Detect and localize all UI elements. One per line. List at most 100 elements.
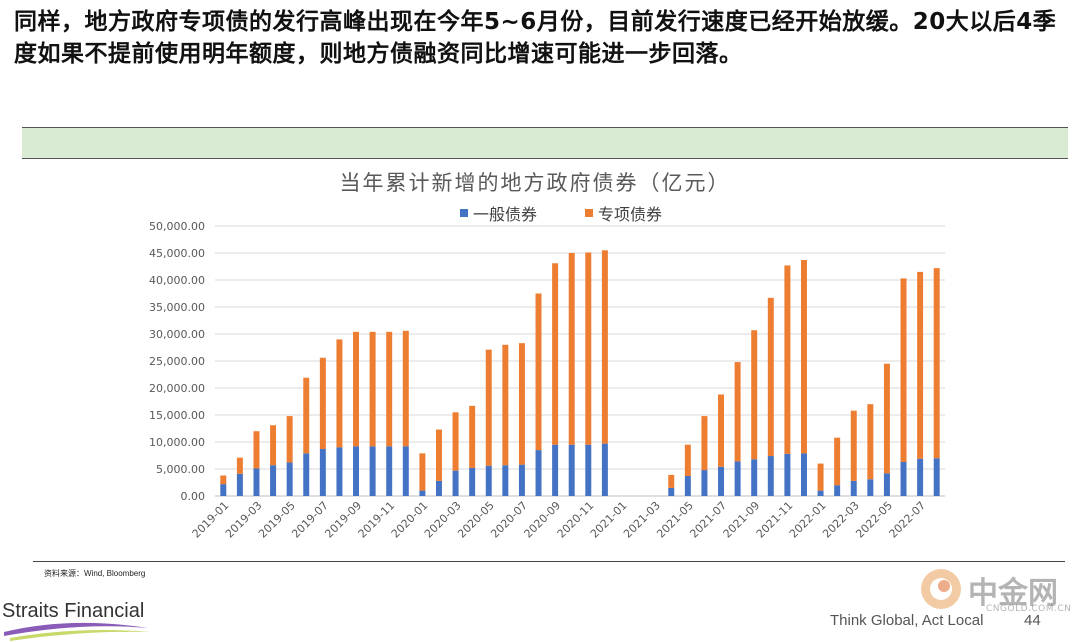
bar-special-bond [220, 475, 227, 485]
bar-special-bond [800, 260, 807, 454]
bar-special-bond [303, 377, 310, 454]
bar-general-bond [469, 467, 476, 496]
footer-divider [33, 561, 1065, 562]
bar-special-bond [834, 437, 841, 486]
bar-general-bond [270, 465, 277, 496]
bar-general-bond [369, 446, 376, 496]
source-note: 资料来源：Wind, Bloomberg [44, 569, 146, 578]
y-tick-label: 40,000.00 [149, 274, 205, 287]
brand-swoosh-icon [4, 622, 150, 641]
bar-general-bond [319, 449, 326, 496]
bar-general-bond [585, 444, 592, 496]
legend-swatch-general [460, 209, 468, 217]
bar-general-bond [668, 487, 675, 496]
bar-special-bond [751, 330, 758, 460]
bar-general-bond [900, 461, 907, 496]
bar-general-bond [718, 466, 725, 496]
bar-special-bond [386, 331, 393, 447]
bar-general-bond [552, 444, 559, 496]
bar-special-bond [469, 405, 476, 468]
bar-special-bond [236, 457, 243, 474]
bar-special-bond [668, 474, 675, 488]
bar-general-bond [701, 470, 708, 496]
bar-special-bond [253, 431, 260, 469]
header-band [22, 127, 1068, 159]
bar-general-bond [452, 470, 459, 496]
bar-special-bond [917, 271, 924, 459]
bar-general-bond [817, 490, 824, 496]
bar-general-bond [402, 446, 409, 496]
bar-special-bond [867, 404, 874, 480]
bar-special-bond [684, 444, 691, 477]
bar-special-bond [568, 253, 575, 445]
x-tick-label: 2022-07 [887, 499, 929, 541]
bar-general-bond [784, 453, 791, 496]
bar-special-bond [718, 394, 725, 467]
bar-general-bond [917, 458, 924, 496]
legend-label-general: 一般债券 [473, 205, 537, 224]
bar-general-bond [485, 465, 492, 496]
bar-special-bond [485, 349, 492, 466]
bar-general-bond [236, 473, 243, 496]
legend-swatch-special [585, 209, 593, 217]
bar-general-bond [535, 450, 542, 496]
page-number: 44 [1024, 612, 1041, 629]
bar-special-bond [900, 278, 907, 462]
legend: 一般债券 专项债券 [460, 205, 662, 224]
y-tick-label: 15,000.00 [149, 409, 205, 422]
bar-special-bond [270, 425, 277, 466]
bar-general-bond [303, 453, 310, 496]
watermark-name: 中金网 [968, 576, 1058, 611]
bar-general-bond [286, 462, 293, 496]
bar-general-bond [601, 443, 608, 496]
bar-special-bond [319, 357, 326, 450]
bar-general-bond [220, 484, 227, 496]
bar-special-bond [452, 412, 459, 471]
bar-special-bond [402, 330, 409, 447]
bar-special-bond [419, 453, 426, 491]
bar-general-bond [867, 479, 874, 496]
bar-special-bond [767, 297, 774, 457]
bar-special-bond [286, 416, 293, 463]
watermark-url: CNGOLD.COM.CN [986, 604, 1072, 614]
bar-special-bond [701, 416, 708, 471]
bar-general-bond [767, 456, 774, 496]
bar-general-bond [386, 446, 393, 496]
bar-general-bond [502, 465, 509, 496]
bar-special-bond [883, 363, 890, 474]
bar-special-bond [734, 362, 741, 462]
bar-general-bond [883, 473, 890, 496]
bar-special-bond [353, 331, 360, 447]
y-tick-label: 5,000.00 [156, 463, 205, 476]
bar-general-bond [435, 480, 442, 496]
slide-headline: 同样，地方政府专项债的发行高峰出现在今年5~6月份，目前发行速度已经开始放缓。2… [14, 9, 1057, 67]
bar-special-bond [502, 344, 509, 466]
bar-general-bond [353, 446, 360, 496]
bar-special-bond [933, 268, 940, 459]
bar-special-bond [552, 263, 559, 445]
y-tick-label: 0.00 [181, 490, 206, 503]
y-tick-label: 45,000.00 [149, 247, 205, 260]
bar-special-bond [369, 331, 376, 447]
bar-general-bond [419, 490, 426, 496]
y-tick-label: 20,000.00 [149, 382, 205, 395]
y-tick-label: 50,000.00 [149, 220, 205, 233]
bar-special-bond [585, 252, 592, 445]
bar-general-bond [568, 444, 575, 496]
legend-label-special: 专项债券 [598, 205, 662, 224]
bar-special-bond [850, 410, 857, 481]
bar-general-bond [751, 459, 758, 496]
y-tick-label: 25,000.00 [149, 355, 205, 368]
chart-title: 当年累计新增的地方政府债券（亿元） [340, 171, 731, 195]
bar-general-bond [518, 464, 525, 496]
bar-general-bond [684, 476, 691, 496]
y-tick-label: 35,000.00 [149, 301, 205, 314]
bar-general-bond [734, 461, 741, 496]
y-tick-label: 30,000.00 [149, 328, 205, 341]
bar-general-bond [850, 480, 857, 496]
bar-special-bond [601, 250, 608, 444]
brand-name: Straits Financial [2, 600, 145, 622]
bar-special-bond [817, 463, 824, 491]
bar-general-bond [933, 458, 940, 496]
bar-special-bond [518, 343, 525, 465]
